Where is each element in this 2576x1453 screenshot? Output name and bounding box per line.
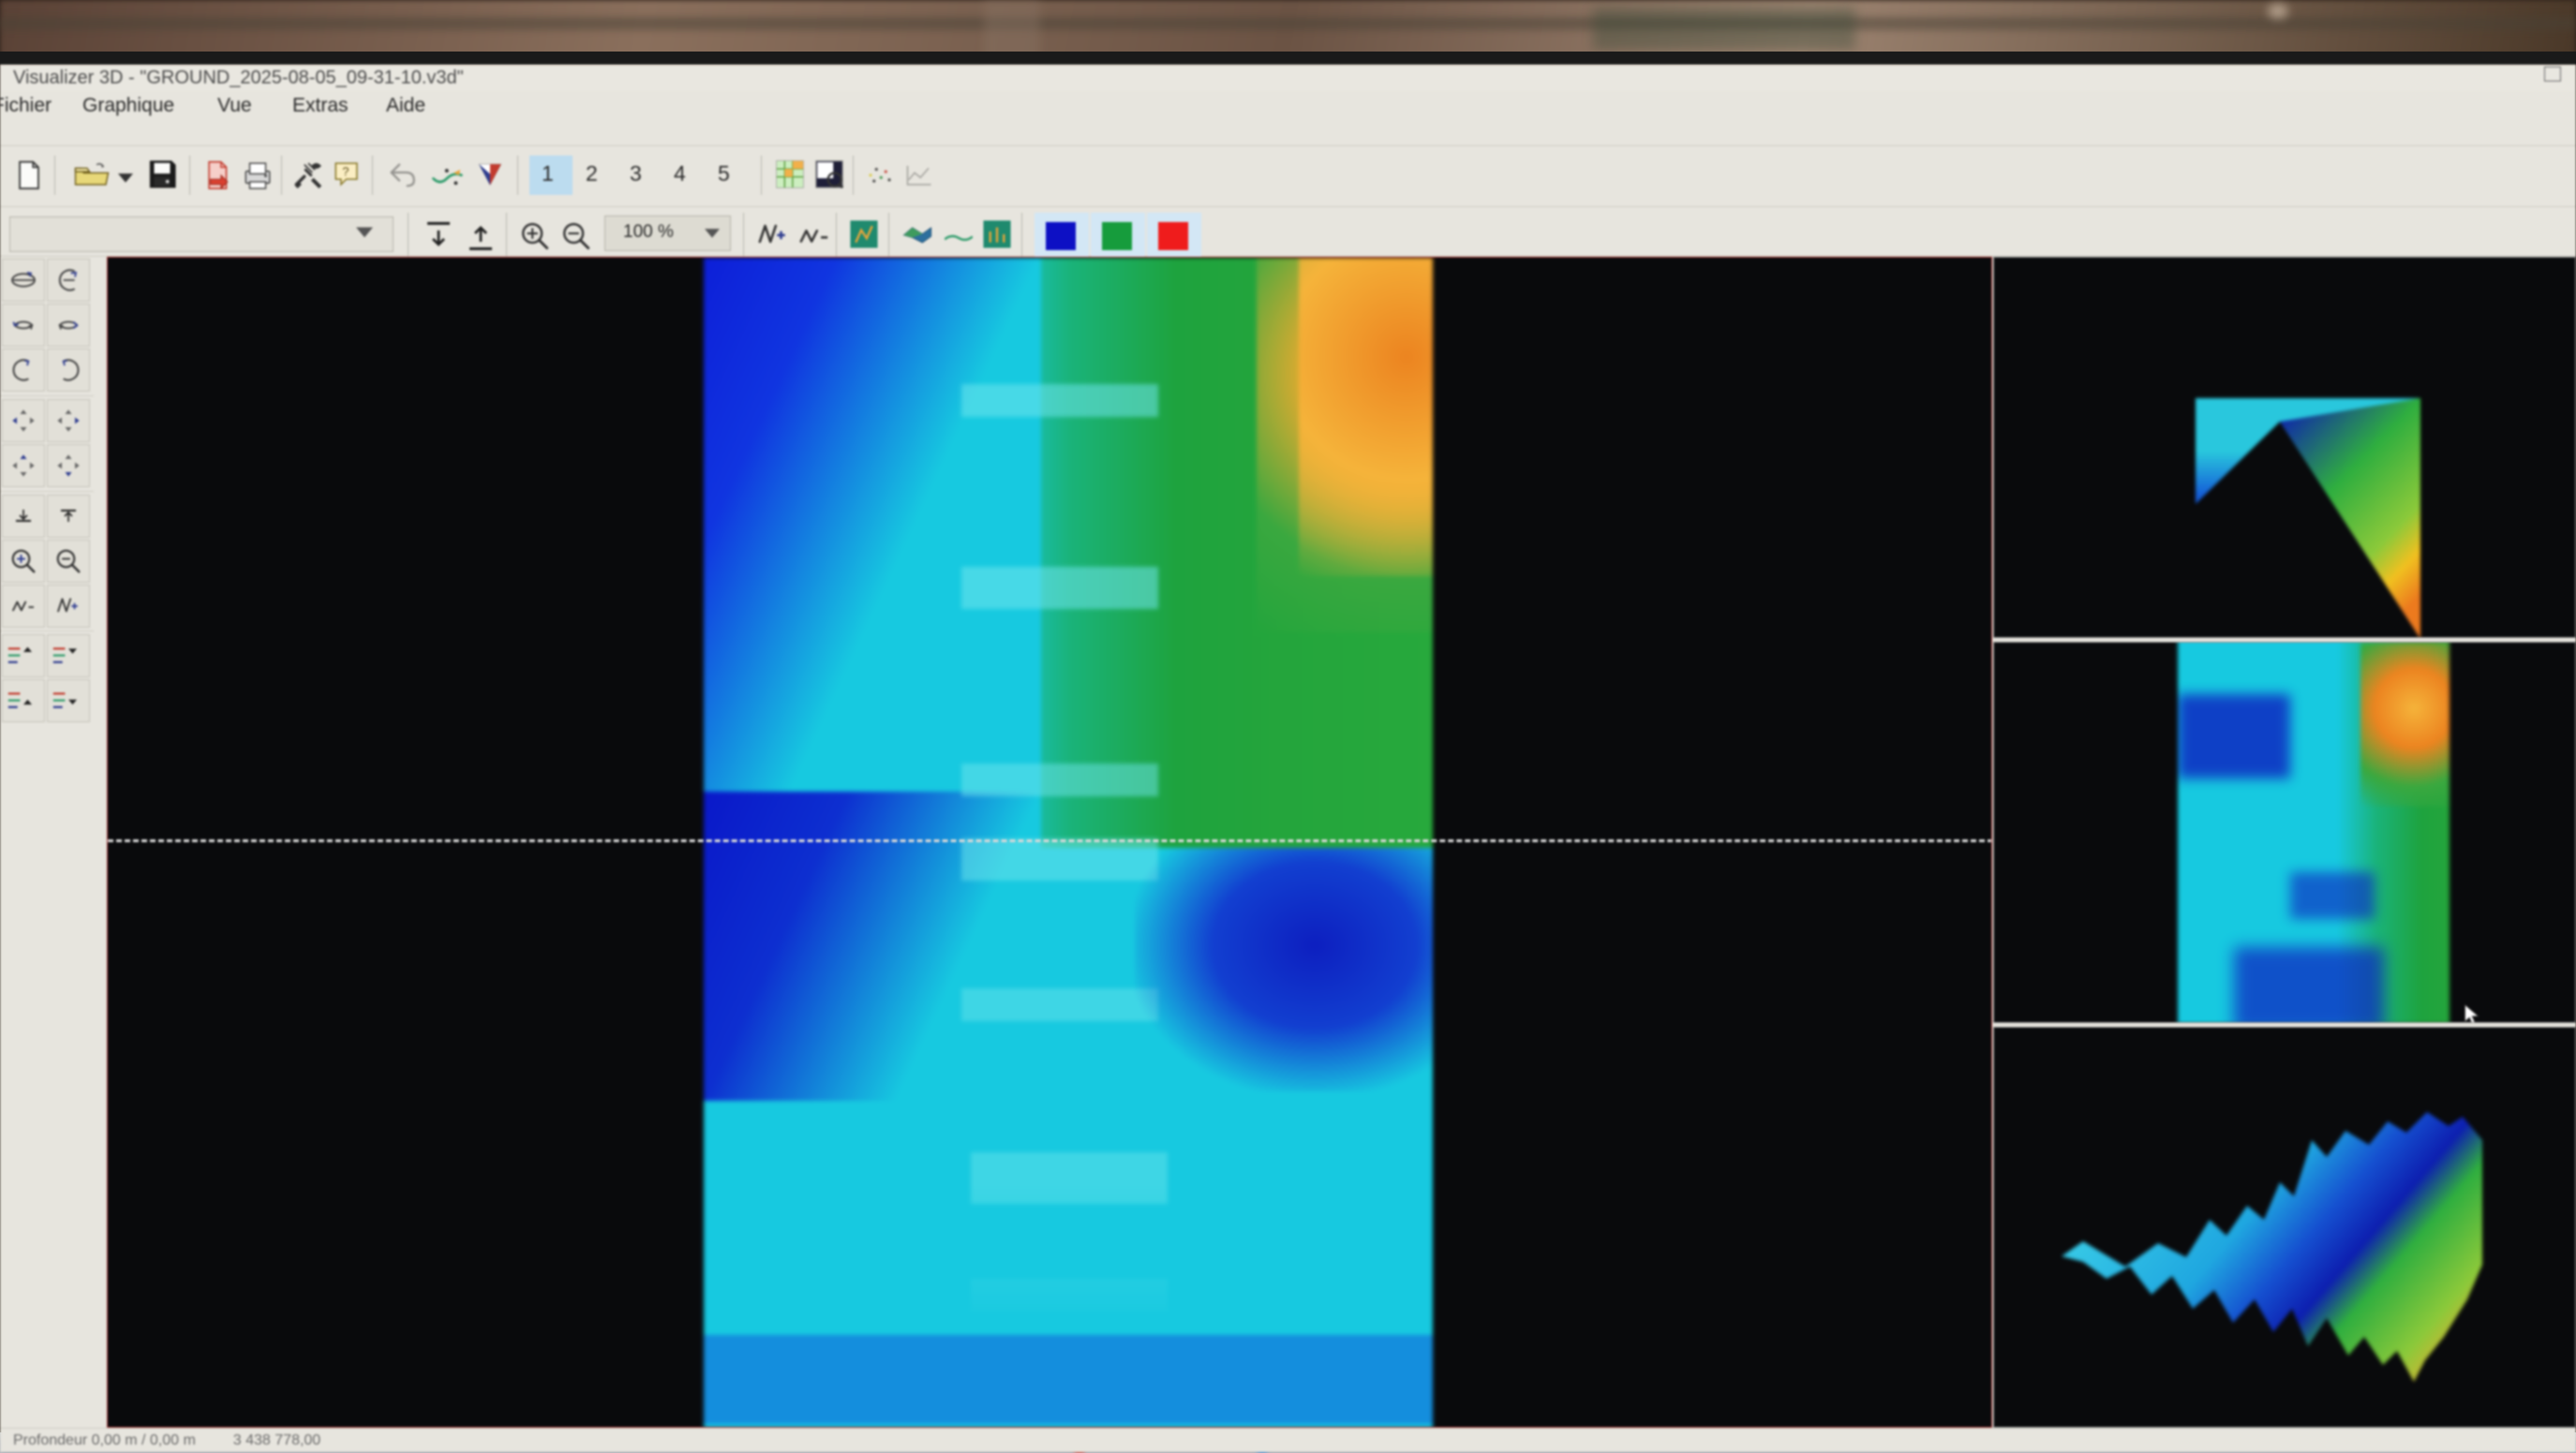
svg-text:?: ? xyxy=(342,165,349,179)
